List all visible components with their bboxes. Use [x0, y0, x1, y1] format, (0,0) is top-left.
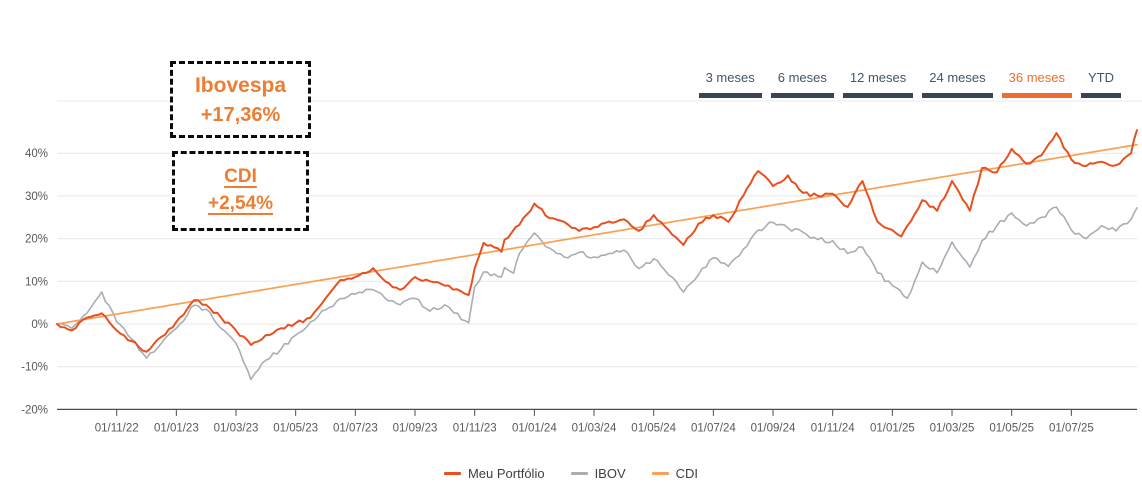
x-tick-label: 01/07/25	[1049, 422, 1094, 434]
series-meu-portfólio	[56, 129, 1138, 353]
legend-label: CDI	[675, 466, 699, 481]
cdi-annotation: CDI +2,54%	[172, 151, 309, 231]
x-axis-ticks	[116, 409, 1072, 416]
tab-underline	[1001, 93, 1072, 98]
x-tick-label: 01/03/23	[214, 422, 259, 434]
x-tick-label: 01/11/24	[811, 422, 856, 434]
tab-underline	[1081, 93, 1121, 98]
tab-label[interactable]: 6 meses	[777, 70, 827, 85]
legend-item-ibov[interactable]: IBOV	[570, 466, 626, 481]
tab-24-meses[interactable]: 24 meses	[922, 70, 993, 98]
ibovespa-annotation: Ibovespa +17,36%	[170, 61, 311, 138]
tab-36-meses[interactable]: 36 meses	[1001, 70, 1072, 98]
chart-legend: Meu Portfólio IBOV CDI	[0, 466, 1142, 481]
tab-label[interactable]: 36 meses	[1008, 70, 1065, 85]
y-tick-label: 30%	[25, 191, 48, 203]
x-tick-label: 01/11/22	[95, 422, 139, 434]
tab-3-meses[interactable]: 3 meses	[698, 70, 762, 98]
y-tick-label: -10%	[21, 362, 48, 374]
legend-item-meu-portfólio[interactable]: Meu Portfólio	[443, 466, 545, 481]
y-tick-label: 40%	[25, 148, 48, 160]
x-tick-label: 01/05/24	[631, 422, 676, 434]
y-axis-labels: -20% -10% 0% 10% 20% 30% 40%	[21, 148, 48, 416]
legend-item-cdi[interactable]: CDI	[651, 466, 699, 481]
cdi-annotation-title: CDI	[224, 166, 257, 187]
tab-underline	[842, 93, 914, 98]
tab-label[interactable]: YTD	[1088, 70, 1114, 85]
legend-swatch	[443, 472, 461, 475]
tab-label[interactable]: 12 meses	[849, 70, 907, 85]
x-axis-labels: 01/11/22 01/01/23 01/03/23 01/05/23 01/07/23…	[95, 422, 1094, 434]
series-ibov	[56, 206, 1138, 381]
x-tick-label: 01/07/23	[333, 422, 378, 434]
x-tick-label: 01/03/24	[572, 422, 617, 434]
tab-12-meses[interactable]: 12 meses	[842, 70, 914, 98]
x-tick-label: 01/03/25	[930, 422, 975, 434]
legend-label: Meu Portfólio	[467, 466, 545, 481]
legend-swatch	[651, 472, 669, 475]
x-tick-label: 01/09/24	[751, 422, 796, 434]
x-tick-label: 01/01/25	[870, 422, 915, 434]
ibovespa-annotation-value: +17,36%	[200, 104, 281, 127]
y-tick-label: 20%	[25, 234, 48, 246]
y-tick-label: -20%	[21, 404, 48, 416]
series-cdi	[56, 143, 1138, 325]
tab-ytd[interactable]: YTD	[1081, 70, 1121, 98]
tab-underline	[770, 93, 834, 98]
tab-label[interactable]: 24 meses	[929, 70, 986, 85]
period-tabs: 3 meses 6 meses 12 meses 24 meses 36 meses YT…	[698, 70, 1121, 98]
x-tick-label: 01/07/24	[691, 422, 736, 434]
x-tick-label: 01/01/24	[512, 422, 557, 434]
ibovespa-annotation-title: Ibovespa	[194, 74, 287, 97]
x-tick-label: 01/01/23	[154, 422, 199, 434]
tab-underline	[922, 93, 993, 98]
x-tick-label: 01/09/23	[393, 422, 438, 434]
x-tick-label: 01/11/23	[453, 422, 497, 434]
y-tick-label: 10%	[25, 276, 48, 288]
legend-label: IBOV	[594, 466, 626, 481]
tab-underline	[698, 93, 762, 98]
tab-6-meses[interactable]: 6 meses	[770, 70, 834, 98]
legend-swatch	[570, 472, 588, 475]
x-tick-label: 01/05/25	[989, 422, 1034, 434]
x-tick-label: 01/05/23	[273, 422, 318, 434]
y-tick-label: 0%	[31, 319, 48, 331]
tab-label[interactable]: 3 meses	[705, 70, 755, 85]
cdi-annotation-value: +2,54%	[208, 192, 273, 214]
